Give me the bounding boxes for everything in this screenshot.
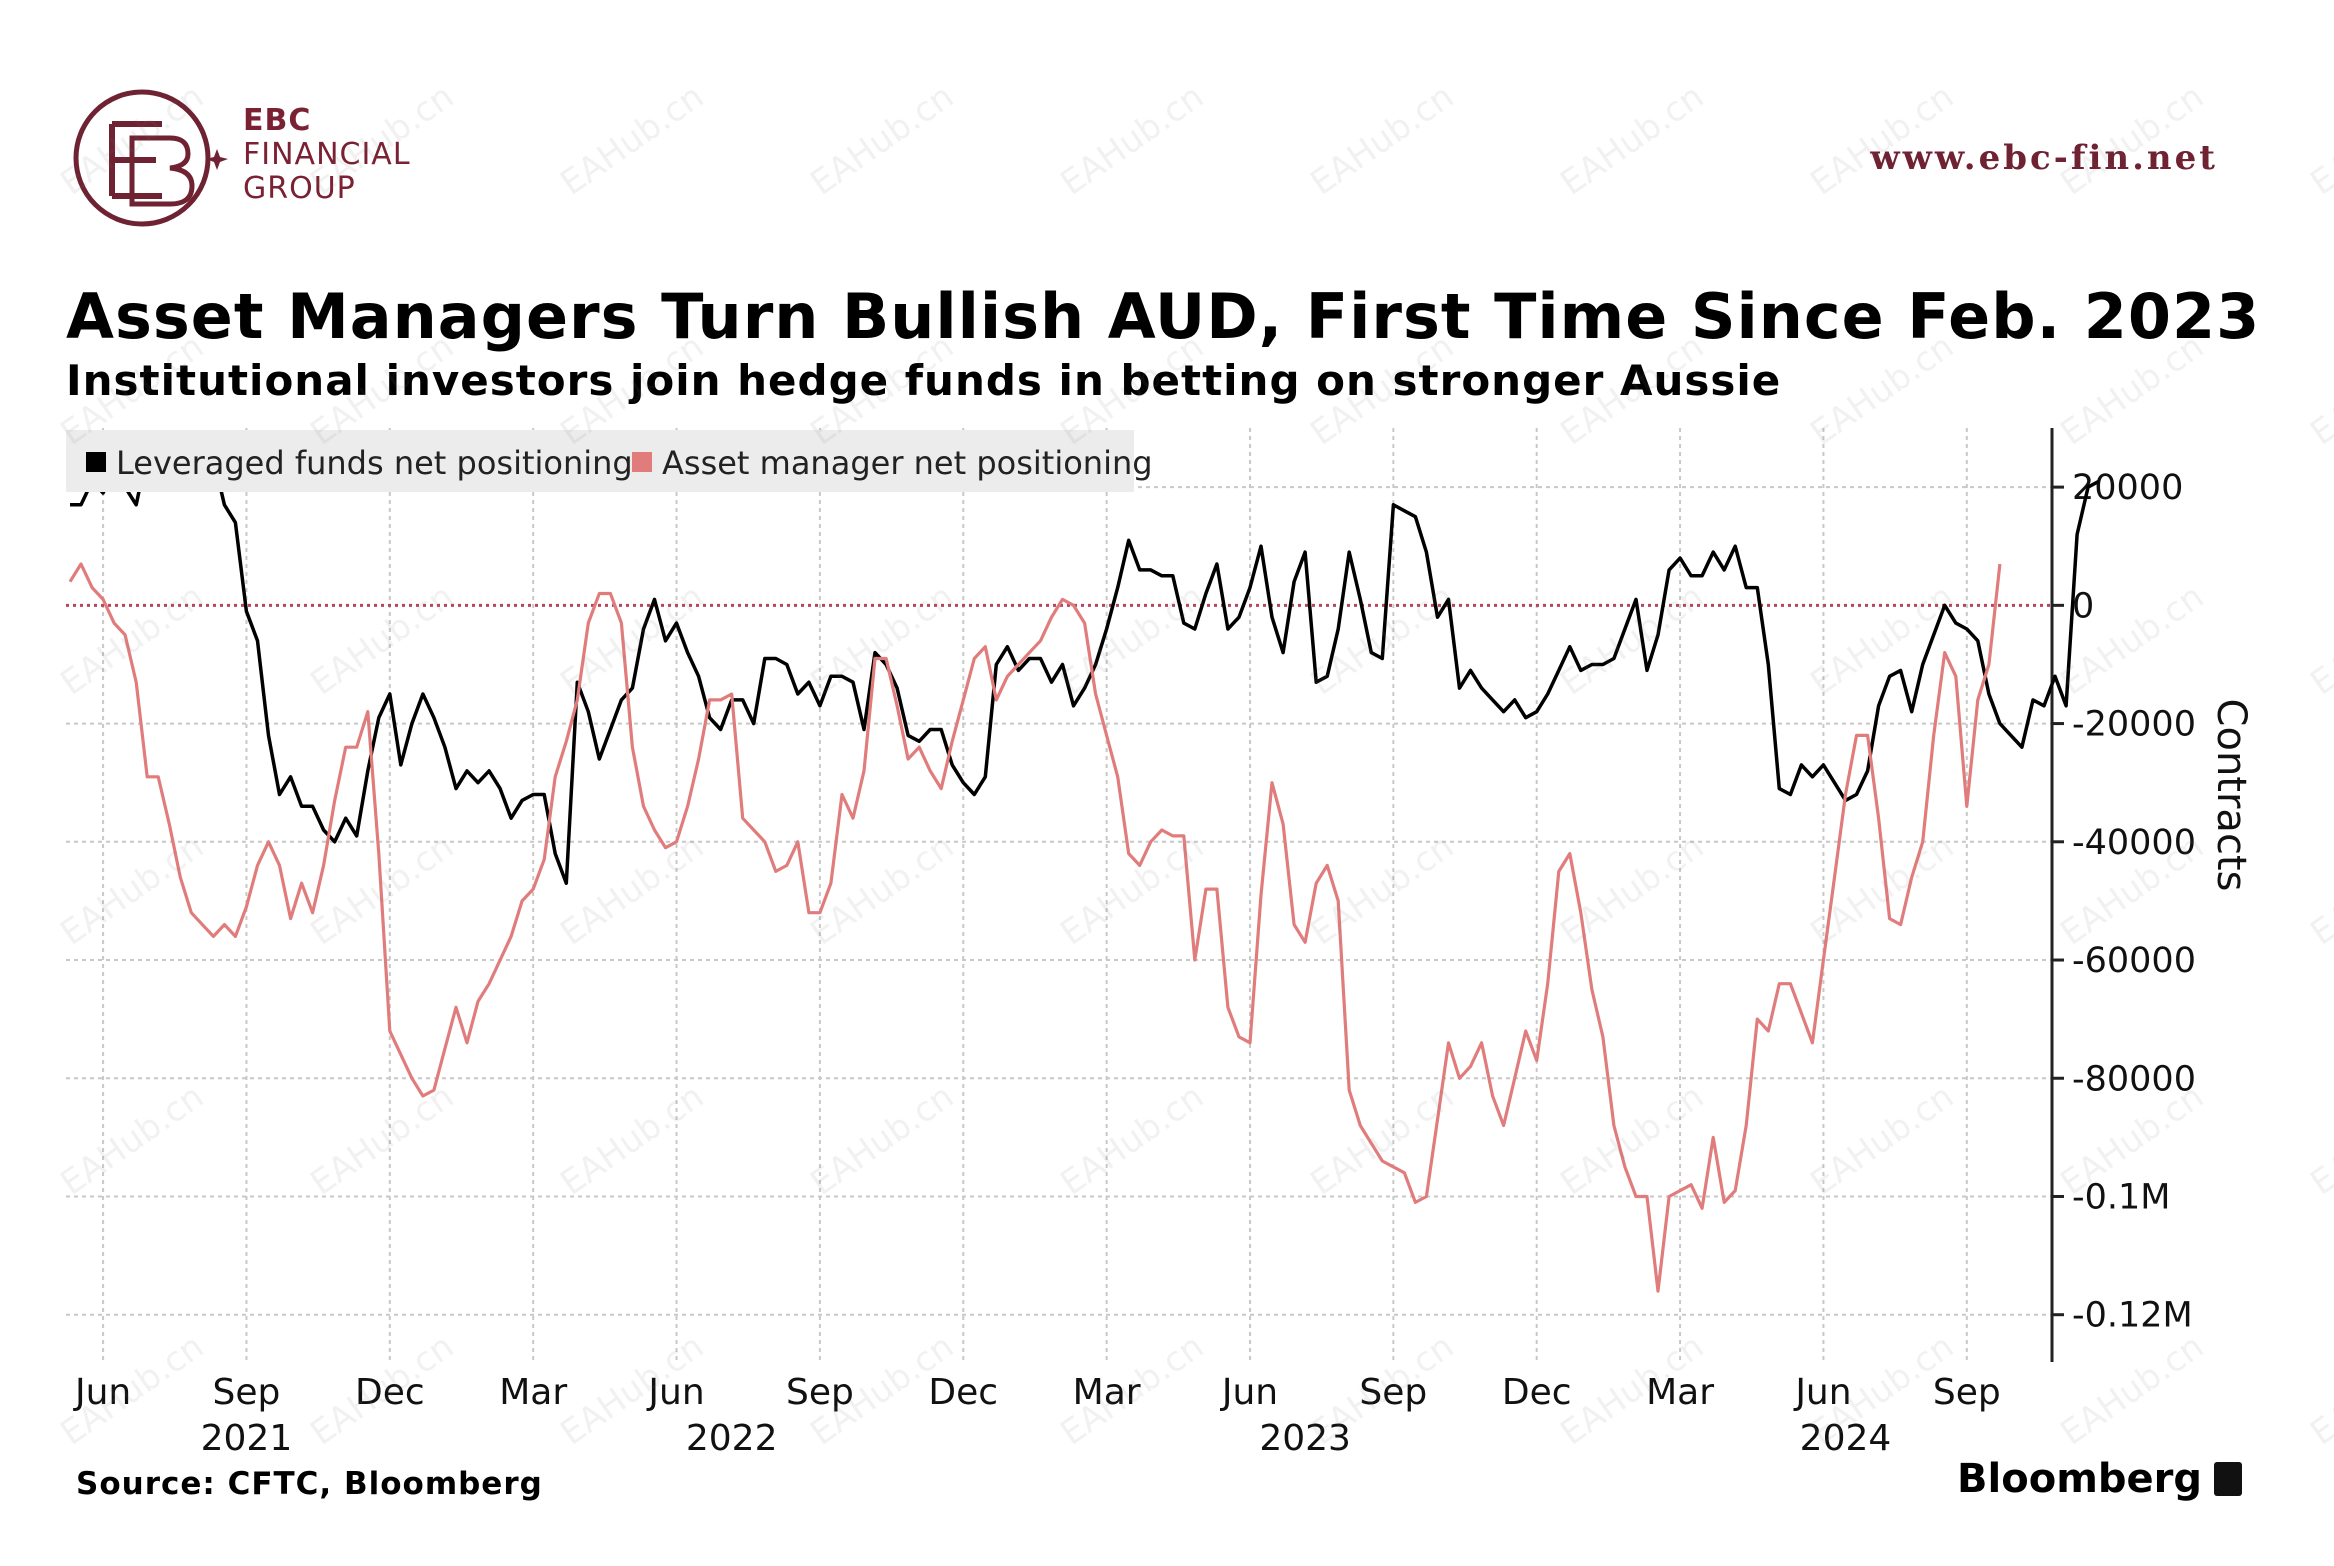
x-tick-label: Jun xyxy=(646,1372,704,1413)
y-tick-label: -60000 xyxy=(2072,941,2196,981)
x-year-label: 2021 xyxy=(201,1418,293,1459)
bloomberg-brand: Bloomberg xyxy=(1957,1456,2242,1502)
x-tick-label: Mar xyxy=(1646,1372,1714,1413)
x-year-label: 2024 xyxy=(1800,1418,1892,1459)
x-tick-label: Dec xyxy=(928,1372,998,1413)
brand-line-1: EBC xyxy=(243,103,312,138)
y-axis-title: Contracts xyxy=(2208,699,2254,892)
brand-name: EBC FINANCIAL GROUP xyxy=(243,104,411,206)
chart-subtitle: Institutional investors join hedge funds… xyxy=(66,356,1782,405)
y-tick-label: 0 xyxy=(2072,586,2094,626)
x-tick-label: Dec xyxy=(355,1372,425,1413)
x-year-label: 2023 xyxy=(1259,1418,1351,1459)
legend-label: Leveraged funds net positioning xyxy=(116,444,633,482)
x-tick-label: Sep xyxy=(1933,1372,2001,1413)
source-note: Source: CFTC, Bloomberg xyxy=(76,1466,543,1502)
x-tick-label: Sep xyxy=(213,1372,281,1413)
x-tick-label: Sep xyxy=(1359,1372,1427,1413)
y-tick-label: -0.12M xyxy=(2072,1296,2193,1336)
legend-swatch xyxy=(86,452,106,472)
legend-label: Asset manager net positioning xyxy=(662,444,1153,482)
website-url[interactable]: www.ebc-fin.net xyxy=(1870,138,2218,178)
x-tick-label: Mar xyxy=(499,1372,567,1413)
y-tick-label: -20000 xyxy=(2072,705,2196,745)
y-tick-label: -80000 xyxy=(2072,1059,2196,1099)
y-tick-label: -0.1M xyxy=(2072,1177,2171,1217)
legend-swatch xyxy=(632,452,652,472)
x-tick-label: Mar xyxy=(1073,1372,1141,1413)
y-tick-label: -40000 xyxy=(2072,823,2196,863)
x-tick-label: Jun xyxy=(73,1372,131,1413)
chart-title: Asset Managers Turn Bullish AUD, First T… xyxy=(66,280,2261,353)
x-tick-label: Sep xyxy=(786,1372,854,1413)
y-tick-label: 20000 xyxy=(2072,468,2183,508)
brand-line-2: FINANCIAL xyxy=(243,137,411,172)
series-line xyxy=(70,449,2100,885)
legend-box xyxy=(66,430,1134,492)
x-year-label: 2022 xyxy=(686,1418,778,1459)
x-tick-label: Jun xyxy=(1220,1372,1278,1413)
bloomberg-icon xyxy=(2214,1462,2242,1496)
brand-line-3: GROUP xyxy=(243,171,356,206)
bloomberg-label: Bloomberg xyxy=(1957,1456,2202,1502)
ebc-logo xyxy=(73,89,228,227)
series-line xyxy=(68,562,2002,1293)
x-tick-label: Jun xyxy=(1793,1372,1851,1413)
x-tick-label: Dec xyxy=(1502,1372,1572,1413)
